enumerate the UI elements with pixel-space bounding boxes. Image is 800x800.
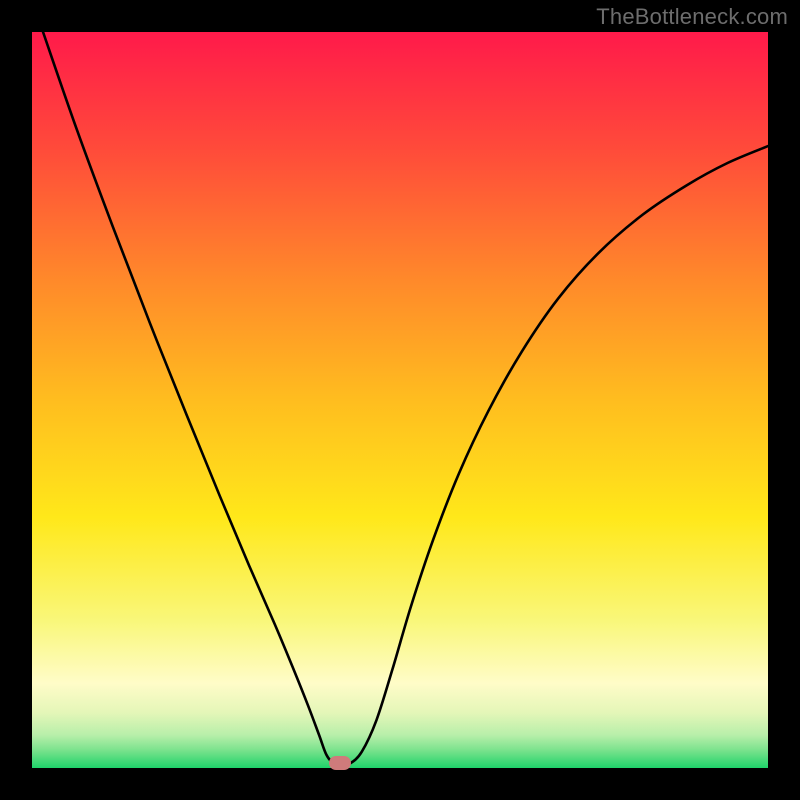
optimum-marker	[329, 756, 351, 770]
watermark-text: TheBottleneck.com	[596, 4, 788, 30]
curve-path	[43, 32, 768, 765]
bottleneck-curve	[0, 0, 800, 800]
